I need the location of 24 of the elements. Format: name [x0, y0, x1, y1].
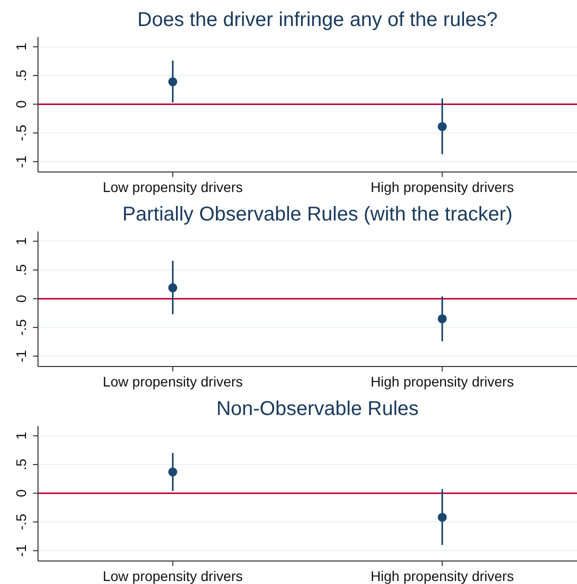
- x-tick-label: High propensity drivers: [370, 374, 514, 390]
- y-tick-label: 1: [13, 432, 29, 440]
- y-tick-label: -1: [13, 155, 29, 168]
- y-tick-label: .5: [13, 264, 29, 276]
- x-tick-label: High propensity drivers: [370, 568, 514, 584]
- y-tick-label: 0: [13, 294, 29, 303]
- y-tick-label: .5: [13, 458, 29, 470]
- y-tick-label: -1: [13, 544, 29, 557]
- y-tick-label: .5: [13, 69, 29, 82]
- y-tick-label: -.5: [13, 319, 29, 336]
- x-tick-label: Low propensity drivers: [102, 374, 243, 390]
- y-tick-label: -1: [13, 350, 29, 362]
- x-tick-label: High propensity drivers: [370, 179, 514, 195]
- chart-title: Partially Observable Rules (with the tracker): [122, 204, 513, 226]
- chart-title: Does the driver infringe any of the rules?: [137, 9, 498, 31]
- y-tick-label: 0: [13, 489, 29, 498]
- y-tick-label: 0: [13, 100, 29, 108]
- y-tick-label: -.5: [13, 514, 29, 530]
- y-tick-label: 1: [13, 42, 29, 51]
- chart-title: Non-Observable Rules: [216, 398, 419, 420]
- x-tick-label: Low propensity drivers: [102, 568, 243, 584]
- y-tick-label: 1: [13, 237, 29, 246]
- x-tick-label: Low propensity drivers: [102, 179, 243, 195]
- y-tick-label: -.5: [13, 124, 29, 142]
